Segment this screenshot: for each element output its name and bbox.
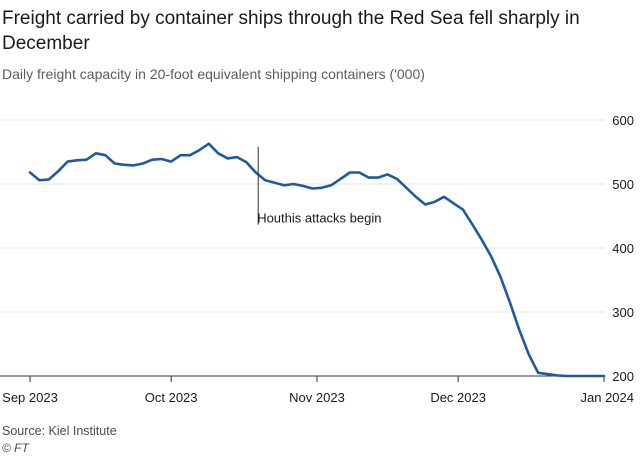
x-tick-label-1: Oct 2023	[145, 390, 198, 405]
x-tick-label-0: Sep 2023	[2, 390, 58, 405]
y-tick-label-600: 600	[612, 113, 634, 128]
annotation-group: Houthis attacks begin	[257, 146, 381, 226]
chart-title: Freight carried by container ships throu…	[2, 8, 580, 54]
y-axis-ticks: 200 300 400 500 600	[612, 113, 634, 384]
ft-credit: © FT	[2, 441, 29, 455]
y-tick-label-200: 200	[612, 369, 634, 384]
line-chart: 200 300 400 500 600 Sep 2023 Oct 2023 Nov 2023…	[0, 113, 635, 405]
y-tick-label-300: 300	[612, 305, 634, 320]
series-line-0	[28, 142, 606, 378]
series-group	[28, 142, 606, 378]
y-tick-label-400: 400	[612, 241, 634, 256]
annotation-label-0: Houthis attacks begin	[257, 211, 381, 226]
x-tick-label-4: Jan 2024	[581, 390, 635, 405]
y-tick-label-500: 500	[612, 177, 634, 192]
source-note: Source: Kiel Institute	[2, 424, 117, 438]
x-tick-label-3: Dec 2023	[430, 390, 486, 405]
gridlines	[0, 119, 604, 313]
x-axis: Sep 2023 Oct 2023 Nov 2023 Dec 2023 Jan 2024	[0, 375, 635, 405]
x-tick-label-2: Nov 2023	[289, 390, 345, 405]
chart-subtitle: Daily freight capacity in 20-foot equiva…	[2, 66, 425, 82]
